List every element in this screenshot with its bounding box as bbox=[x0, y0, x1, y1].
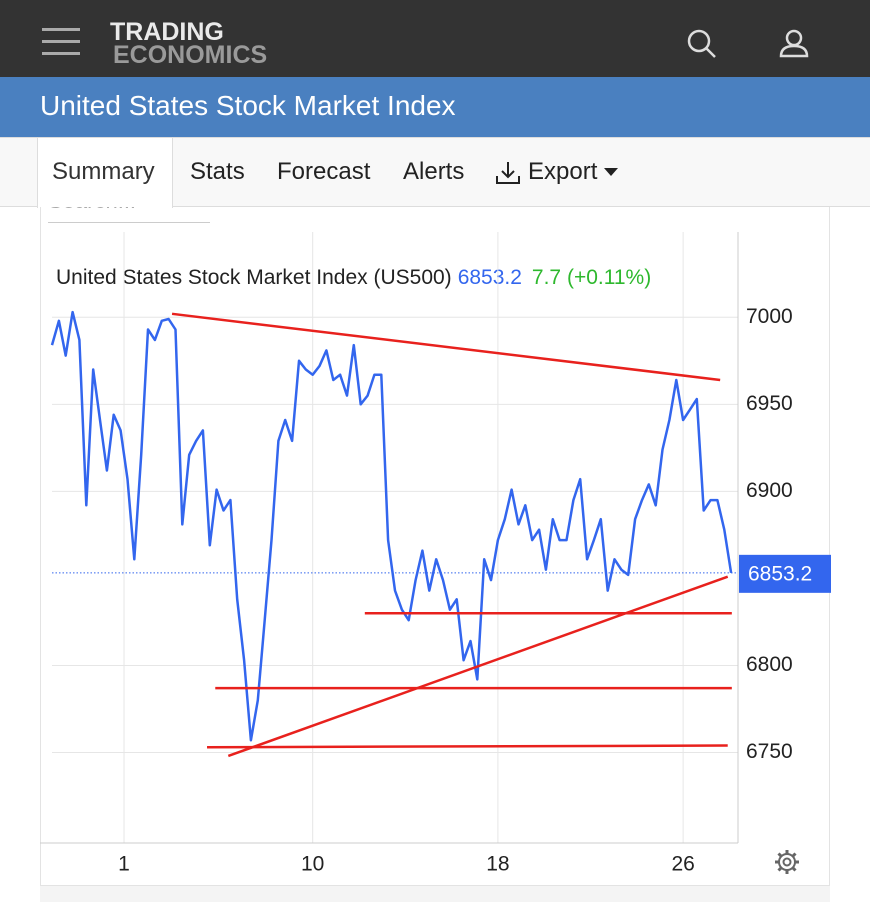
title-bar bbox=[0, 77, 870, 137]
chart-box bbox=[40, 207, 830, 885]
chart: United States Stock Market Index (US500)… bbox=[40, 232, 831, 876]
trend-line bbox=[171, 312, 721, 382]
y-tick-label: 6750 bbox=[746, 740, 793, 763]
user-icon[interactable] bbox=[778, 28, 810, 60]
logo-top[interactable]: TRADING bbox=[110, 18, 224, 46]
last-value: 6853.2 bbox=[458, 266, 522, 289]
y-tick-label: 6800 bbox=[746, 653, 793, 676]
search-icon[interactable] bbox=[686, 28, 718, 60]
x-tick-label: 10 bbox=[301, 853, 324, 876]
trend-line bbox=[227, 575, 729, 758]
logo-bottom[interactable]: ECONOMICS bbox=[113, 41, 268, 69]
y-tick-label: 6900 bbox=[746, 479, 793, 502]
search-input[interactable]: Search... bbox=[48, 207, 210, 223]
tab[interactable]: Export bbox=[528, 158, 598, 185]
tab[interactable]: Alerts bbox=[403, 158, 465, 185]
page-title: United States Stock Market Index bbox=[40, 90, 456, 121]
dropdown-caret[interactable] bbox=[604, 168, 618, 178]
y-tick-label: 6950 bbox=[746, 392, 793, 415]
chart-title: United States Stock Market Index (US500)… bbox=[56, 266, 651, 289]
top-bar bbox=[0, 0, 870, 77]
tab[interactable]: Stats bbox=[190, 158, 245, 185]
footer-strip bbox=[40, 885, 830, 902]
trend-line bbox=[207, 744, 728, 749]
change: 7.7 (+0.11%) bbox=[532, 266, 651, 289]
price-line bbox=[50, 310, 733, 742]
tab[interactable]: Summary bbox=[52, 158, 155, 185]
tab[interactable]: Forecast bbox=[277, 158, 371, 185]
last-price-label: 6853.2 bbox=[748, 562, 812, 585]
x-tick-label: 26 bbox=[671, 853, 694, 876]
x-tick-label: 1 bbox=[118, 853, 130, 876]
last-price-box bbox=[739, 554, 831, 593]
menu-icon[interactable] bbox=[42, 26, 82, 58]
toolbar-clip: Search... bbox=[40, 207, 830, 232]
selected-tab-box bbox=[37, 137, 173, 208]
x-tick-label: 18 bbox=[486, 853, 509, 876]
grid bbox=[52, 232, 738, 843]
chart-title-text: United States Stock Market Index (US500) bbox=[56, 266, 452, 289]
download-icon[interactable] bbox=[495, 160, 523, 186]
settings-icon[interactable] bbox=[775, 850, 799, 874]
y-tick-label: 7000 bbox=[746, 305, 793, 328]
